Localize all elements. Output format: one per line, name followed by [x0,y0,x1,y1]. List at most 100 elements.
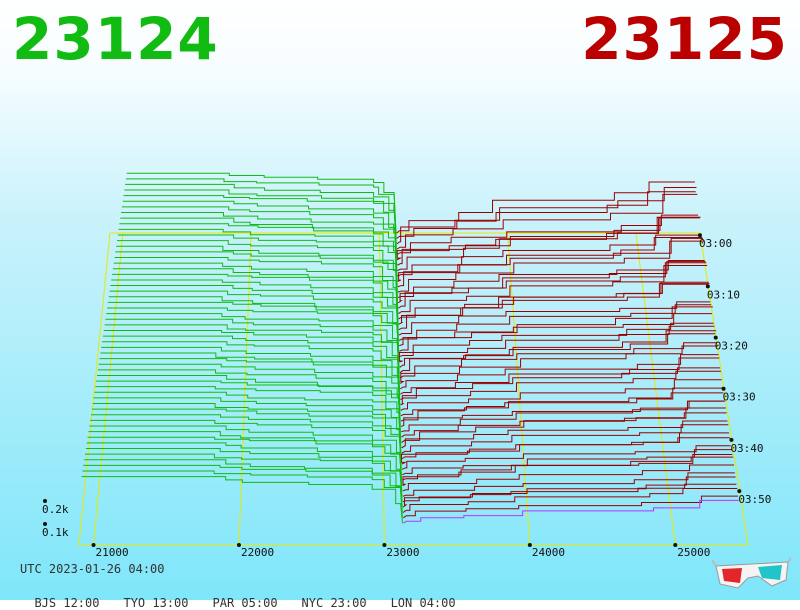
time-tick-label: 03:50 [738,493,771,506]
depth-tick-label: 0.1k [42,526,69,539]
bid-depth-line [99,358,401,411]
time-tick-label: 03:10 [707,288,740,301]
time-tick-mark [737,489,742,494]
axis-labels-layer: 21000 22000 23000 24000 25000 03:00 03:10 03:20… [42,233,771,559]
bid-depth-line [95,386,402,438]
ask-depth-line [400,357,720,395]
bid-depth-line [125,178,397,239]
ask-depth-line [396,186,697,245]
ask-depth-line [399,306,713,352]
bid-depth-line [123,195,398,255]
ask-depth-line [399,313,712,347]
ask-depth-line [401,420,728,449]
bid-depth-line [120,217,398,277]
ask-depth-line [402,483,737,508]
ask-depth-line [403,495,739,519]
bid-depth-line [109,290,400,346]
ask-depth-line [399,342,717,379]
ask-depth-line [399,345,718,384]
bid-depth-line [103,330,400,384]
bid-depth-line [116,240,398,298]
depth-tick-mark [43,499,47,503]
bid-depth-line [121,206,398,266]
ask-depth-line [401,432,730,460]
bid-depth-line [118,228,398,287]
time-tick-mark [713,335,718,340]
ask-depth-line [403,499,739,524]
ask-depth-line [400,367,721,401]
bid-depth-line [113,262,399,320]
bid-price: 23124 [12,5,219,73]
time-tick-mark [721,386,726,391]
ask-depth-line [399,333,716,368]
bid-depth-line [85,447,403,497]
bid-depth-line [87,436,403,486]
x-tick-mark [382,543,387,547]
bid-depth-line [84,453,403,502]
ask-depth-line [402,476,736,503]
ask-depth-line [401,445,731,470]
bid-depth-line [122,200,398,260]
bid-depth-line [89,425,402,475]
ask-depth-line [397,259,705,298]
ask-depth-line [402,472,735,497]
ask-depth-line [401,412,727,443]
bid-depth-line [125,183,397,244]
bid-depth-line [101,346,401,400]
ask-depth-line [401,400,725,427]
bid-depth-line [121,212,398,271]
bid-depth-line [84,459,403,508]
bid-depth-line [114,256,399,314]
bid-depth-line [81,476,404,524]
depth-tick-mark [43,522,47,526]
bid-depth-line [110,285,399,341]
ask-depth-line [402,454,733,481]
ask-depth-line [396,181,695,234]
clock-lon: LON 04:00 [390,596,456,610]
ask-depth-line [401,400,726,433]
bid-depth-line [102,341,401,395]
ask-depth-line [399,330,717,374]
ask-depth-line [397,234,702,277]
bid-depth-line [83,464,403,513]
ask-depth-line [396,214,699,255]
ask-depth-line [396,193,698,250]
world-clocks: BJS 12:00 TYO 13:00 PAR 05:00 NYC 23:00 LON … [20,582,480,610]
x-tick-mark [527,543,532,547]
ask-depth-line [398,262,707,309]
bid-depth-line [92,403,402,454]
grid-line-x [93,232,124,546]
clock-par: PAR 05:00 [212,596,278,610]
bid-depth-line [115,251,399,309]
grid-frame [78,232,749,546]
ask-depth-line [399,322,714,358]
bid-depth-line [98,363,401,416]
ask-depth-line [396,191,696,239]
bid-depth-line [111,279,399,336]
utc-timestamp: UTC 2023-01-26 04:00 [20,562,165,576]
time-tick-label: 03:20 [715,340,748,353]
grid-line-x [507,232,531,546]
bid-depth-line [124,189,397,250]
ask-depth-line [397,217,700,266]
anaglyph-3d-glasses-icon[interactable] [712,556,792,592]
time-tick-label: 03:40 [730,442,763,455]
ask-depth-line [400,392,724,422]
bid-depth-line [96,380,402,432]
time-tick-mark [697,233,702,238]
bid-depth-line [94,391,402,443]
x-tick-label: 25000 [677,546,710,559]
ask-depth-line [398,283,710,331]
bid-depth-line [117,234,398,293]
bid-depth-line [93,397,402,448]
ask-depth-line [400,379,722,411]
ask-depth-line [397,240,704,293]
x-tick-mark [673,543,678,547]
bid-depth-line [90,419,402,470]
ask-depth-line [400,387,723,417]
clock-tyo: TYO 13:00 [123,596,189,610]
bid-depth-line [97,369,401,422]
bid-depth-line [86,442,403,491]
bid-depth-line [91,414,402,465]
time-tick-label: 03:30 [723,391,756,404]
